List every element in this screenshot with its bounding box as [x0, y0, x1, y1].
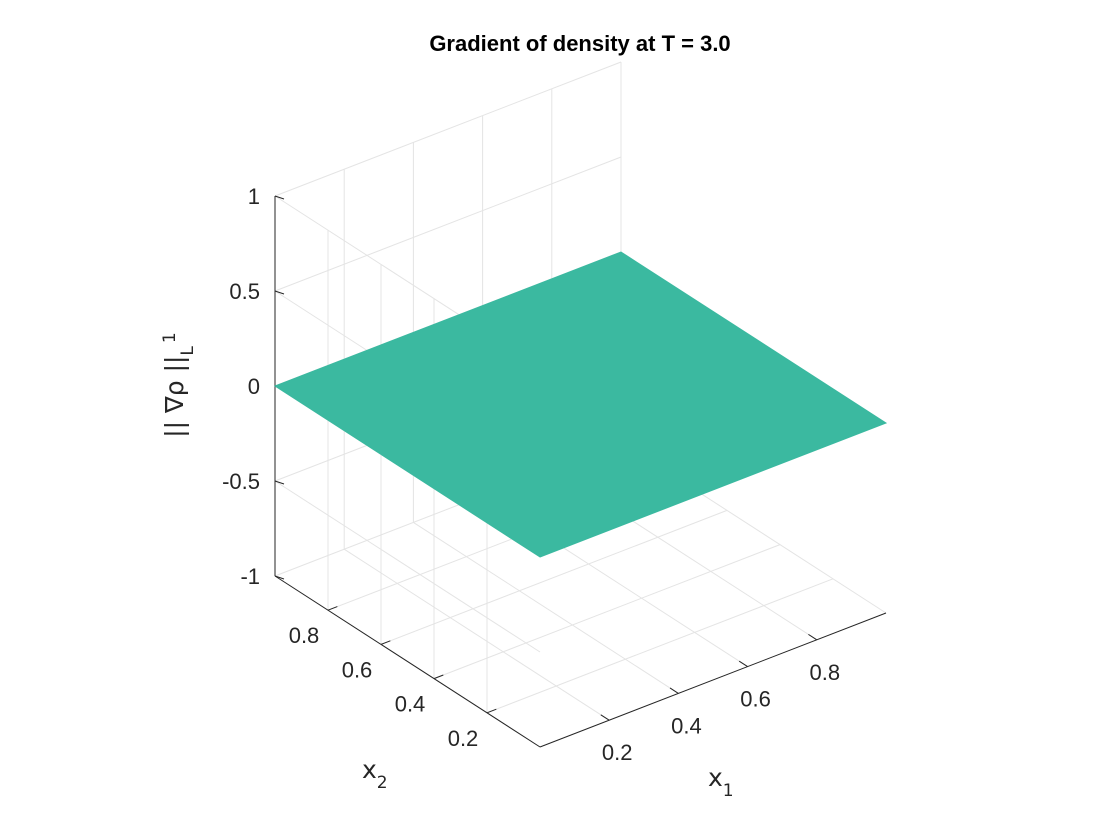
- y-axis-line: [274, 575, 541, 748]
- x-tick-label: 0.6: [740, 687, 771, 712]
- grid-line: [274, 61, 622, 197]
- x-axis-line: [539, 612, 887, 748]
- y-tick-label: 0.6: [342, 657, 373, 682]
- y-tick-mark: [327, 606, 338, 611]
- z-tick-mark: [274, 290, 285, 295]
- z-tick-mark: [274, 195, 285, 200]
- y-tick-label: 0.8: [289, 623, 320, 648]
- x-tick-label: 0.8: [810, 660, 841, 685]
- axes: [274, 195, 887, 748]
- x-tick-mark: [808, 633, 818, 641]
- z-tick-mark: [274, 575, 285, 580]
- z-axis-label: || ∇ρ ||L1: [160, 332, 198, 438]
- z-tick-label: 1: [248, 184, 260, 209]
- z-tick-label: 0: [248, 374, 260, 399]
- grid-line: [486, 578, 834, 714]
- x-tick-mark: [600, 714, 610, 721]
- y-tick-mark: [433, 674, 444, 680]
- x-tick-mark: [669, 687, 679, 694]
- x-tick-label: 0.2: [602, 740, 633, 765]
- grid-line: [274, 156, 622, 292]
- x-tick-mark: [738, 660, 748, 668]
- z-tick-label: -0.5: [222, 469, 260, 494]
- y-tick-label: 0.4: [395, 692, 426, 717]
- surface-patch: [273, 251, 888, 558]
- grid-line: [433, 544, 781, 680]
- y-tick-label: 0.2: [448, 726, 479, 751]
- z-tick-mark: [274, 480, 285, 485]
- z-tick-label: -1: [240, 564, 260, 589]
- tick-labels: 0.2 0.4 0.6 0.8 0.2 0.4 0.6 0.8 -1 -0.5 0 0.5 1: [222, 184, 840, 765]
- chart-title: Gradient of density at T = 3.0: [429, 31, 730, 56]
- surface-layer: [273, 251, 888, 558]
- x-axis-label: x1: [708, 763, 734, 801]
- grid-line: [274, 480, 541, 653]
- y-tick-mark: [380, 640, 391, 645]
- x-tick-label: 0.4: [671, 713, 702, 738]
- y-tick-mark: [486, 708, 497, 714]
- y-axis-label: x2: [362, 755, 388, 793]
- grid-line: [380, 509, 728, 645]
- grid-line: [413, 521, 679, 694]
- grid-line: [343, 548, 610, 721]
- z-tick-label: 0.5: [229, 279, 260, 304]
